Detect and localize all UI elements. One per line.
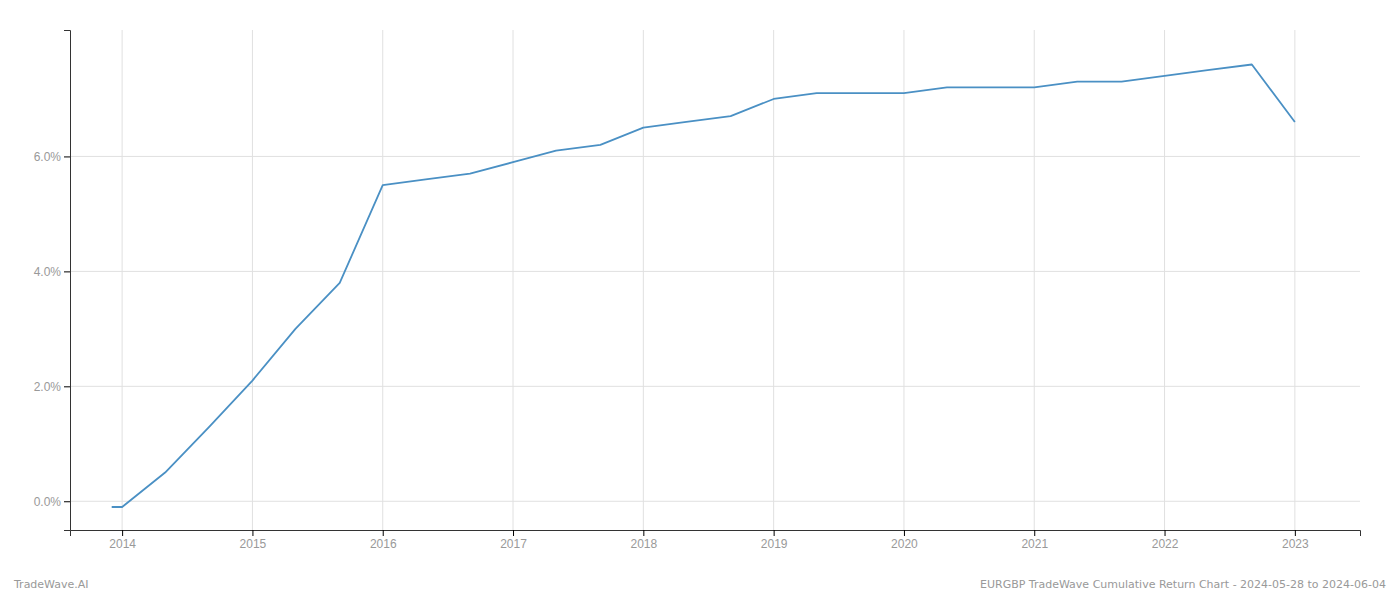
grid-line-x — [1034, 30, 1035, 530]
y-tick: 2.0% — [34, 380, 70, 394]
chart: 2014 2015 2016 2017 2018 2019 2020 2021 2022 2023… — [0, 0, 1400, 600]
y-tick-mark — [64, 156, 70, 157]
annotations: TradeWave.AI EURGBP TradeWave Cumulative … — [13, 578, 1386, 591]
grid-line-x — [643, 30, 644, 530]
x-tick: 2022 — [1152, 530, 1179, 551]
x-tick: 2019 — [761, 530, 788, 551]
plot-area: 2014 2015 2016 2017 2018 2019 2020 2021 2022 2023… — [34, 30, 1361, 551]
y-tick-mark — [64, 271, 70, 272]
x-tick-mark — [1165, 530, 1166, 536]
grid-line-x — [122, 30, 123, 530]
grid-line-x — [773, 30, 774, 530]
x-axis: 2014 2015 2016 2017 2018 2019 2020 2021 2022 2023 — [71, 530, 1361, 551]
grid-line-y — [70, 156, 1360, 157]
grid — [70, 30, 1360, 530]
x-tick: 2023 — [1282, 530, 1309, 551]
x-tick: 2014 — [109, 530, 136, 551]
grid-line-y — [70, 386, 1360, 387]
grid-line-x — [1164, 30, 1165, 530]
x-tick: 2015 — [240, 530, 267, 551]
grid-line-x — [903, 30, 904, 530]
x-tick-mark — [252, 530, 253, 536]
y-tick-label: 4.0% — [34, 265, 62, 279]
x-tick-label: 2014 — [109, 537, 136, 551]
x-tick-label: 2015 — [240, 537, 267, 551]
x-tick: 2020 — [891, 530, 918, 551]
y-tick: 6.0% — [34, 150, 70, 164]
x-tick-label: 2018 — [630, 537, 657, 551]
axis-line — [64, 31, 71, 531]
x-tick-label: 2023 — [1282, 537, 1309, 551]
x-tick-mark — [904, 530, 905, 536]
annotation: EURGBP TradeWave Cumulative Return Chart… — [980, 578, 1386, 591]
y-axis: 0.0% 2.0% 4.0% 6.0% — [34, 31, 71, 531]
x-tick: 2021 — [1021, 530, 1048, 551]
y-tick-label: 2.0% — [34, 380, 62, 394]
x-tick: 2017 — [500, 530, 527, 551]
x-tick-mark — [774, 530, 775, 536]
grid-line-x — [1294, 30, 1295, 530]
annotation: TradeWave.AI — [13, 578, 89, 591]
x-tick-label: 2016 — [370, 537, 397, 551]
grid-line-y — [70, 271, 1360, 272]
grid-line-x — [252, 30, 253, 530]
x-tick-label: 2021 — [1021, 537, 1048, 551]
x-tick-mark — [1295, 530, 1296, 536]
y-tick-mark — [64, 386, 70, 387]
x-tick-mark — [383, 530, 384, 536]
axis-line — [71, 531, 1361, 537]
grid-line-x — [382, 30, 383, 530]
x-tick-label: 2019 — [761, 537, 788, 551]
y-tick: 4.0% — [34, 265, 70, 279]
x-tick: 2016 — [370, 530, 397, 551]
y-tick-label: 0.0% — [34, 495, 62, 509]
x-tick: 2018 — [630, 530, 657, 551]
x-tick-label: 2017 — [500, 537, 527, 551]
x-tick-label: 2020 — [891, 537, 918, 551]
x-tick-mark — [513, 530, 514, 536]
grid-line-x — [513, 30, 514, 530]
x-tick-mark — [643, 530, 644, 536]
y-tick: 0.0% — [34, 495, 70, 509]
y-tick-label: 6.0% — [34, 150, 62, 164]
x-tick-mark — [122, 530, 123, 536]
y-tick-mark — [64, 501, 70, 502]
marks — [112, 64, 1295, 507]
grid-line-y — [70, 501, 1360, 502]
x-tick-label: 2022 — [1152, 537, 1179, 551]
line — [112, 64, 1295, 507]
x-tick-mark — [1034, 530, 1035, 536]
